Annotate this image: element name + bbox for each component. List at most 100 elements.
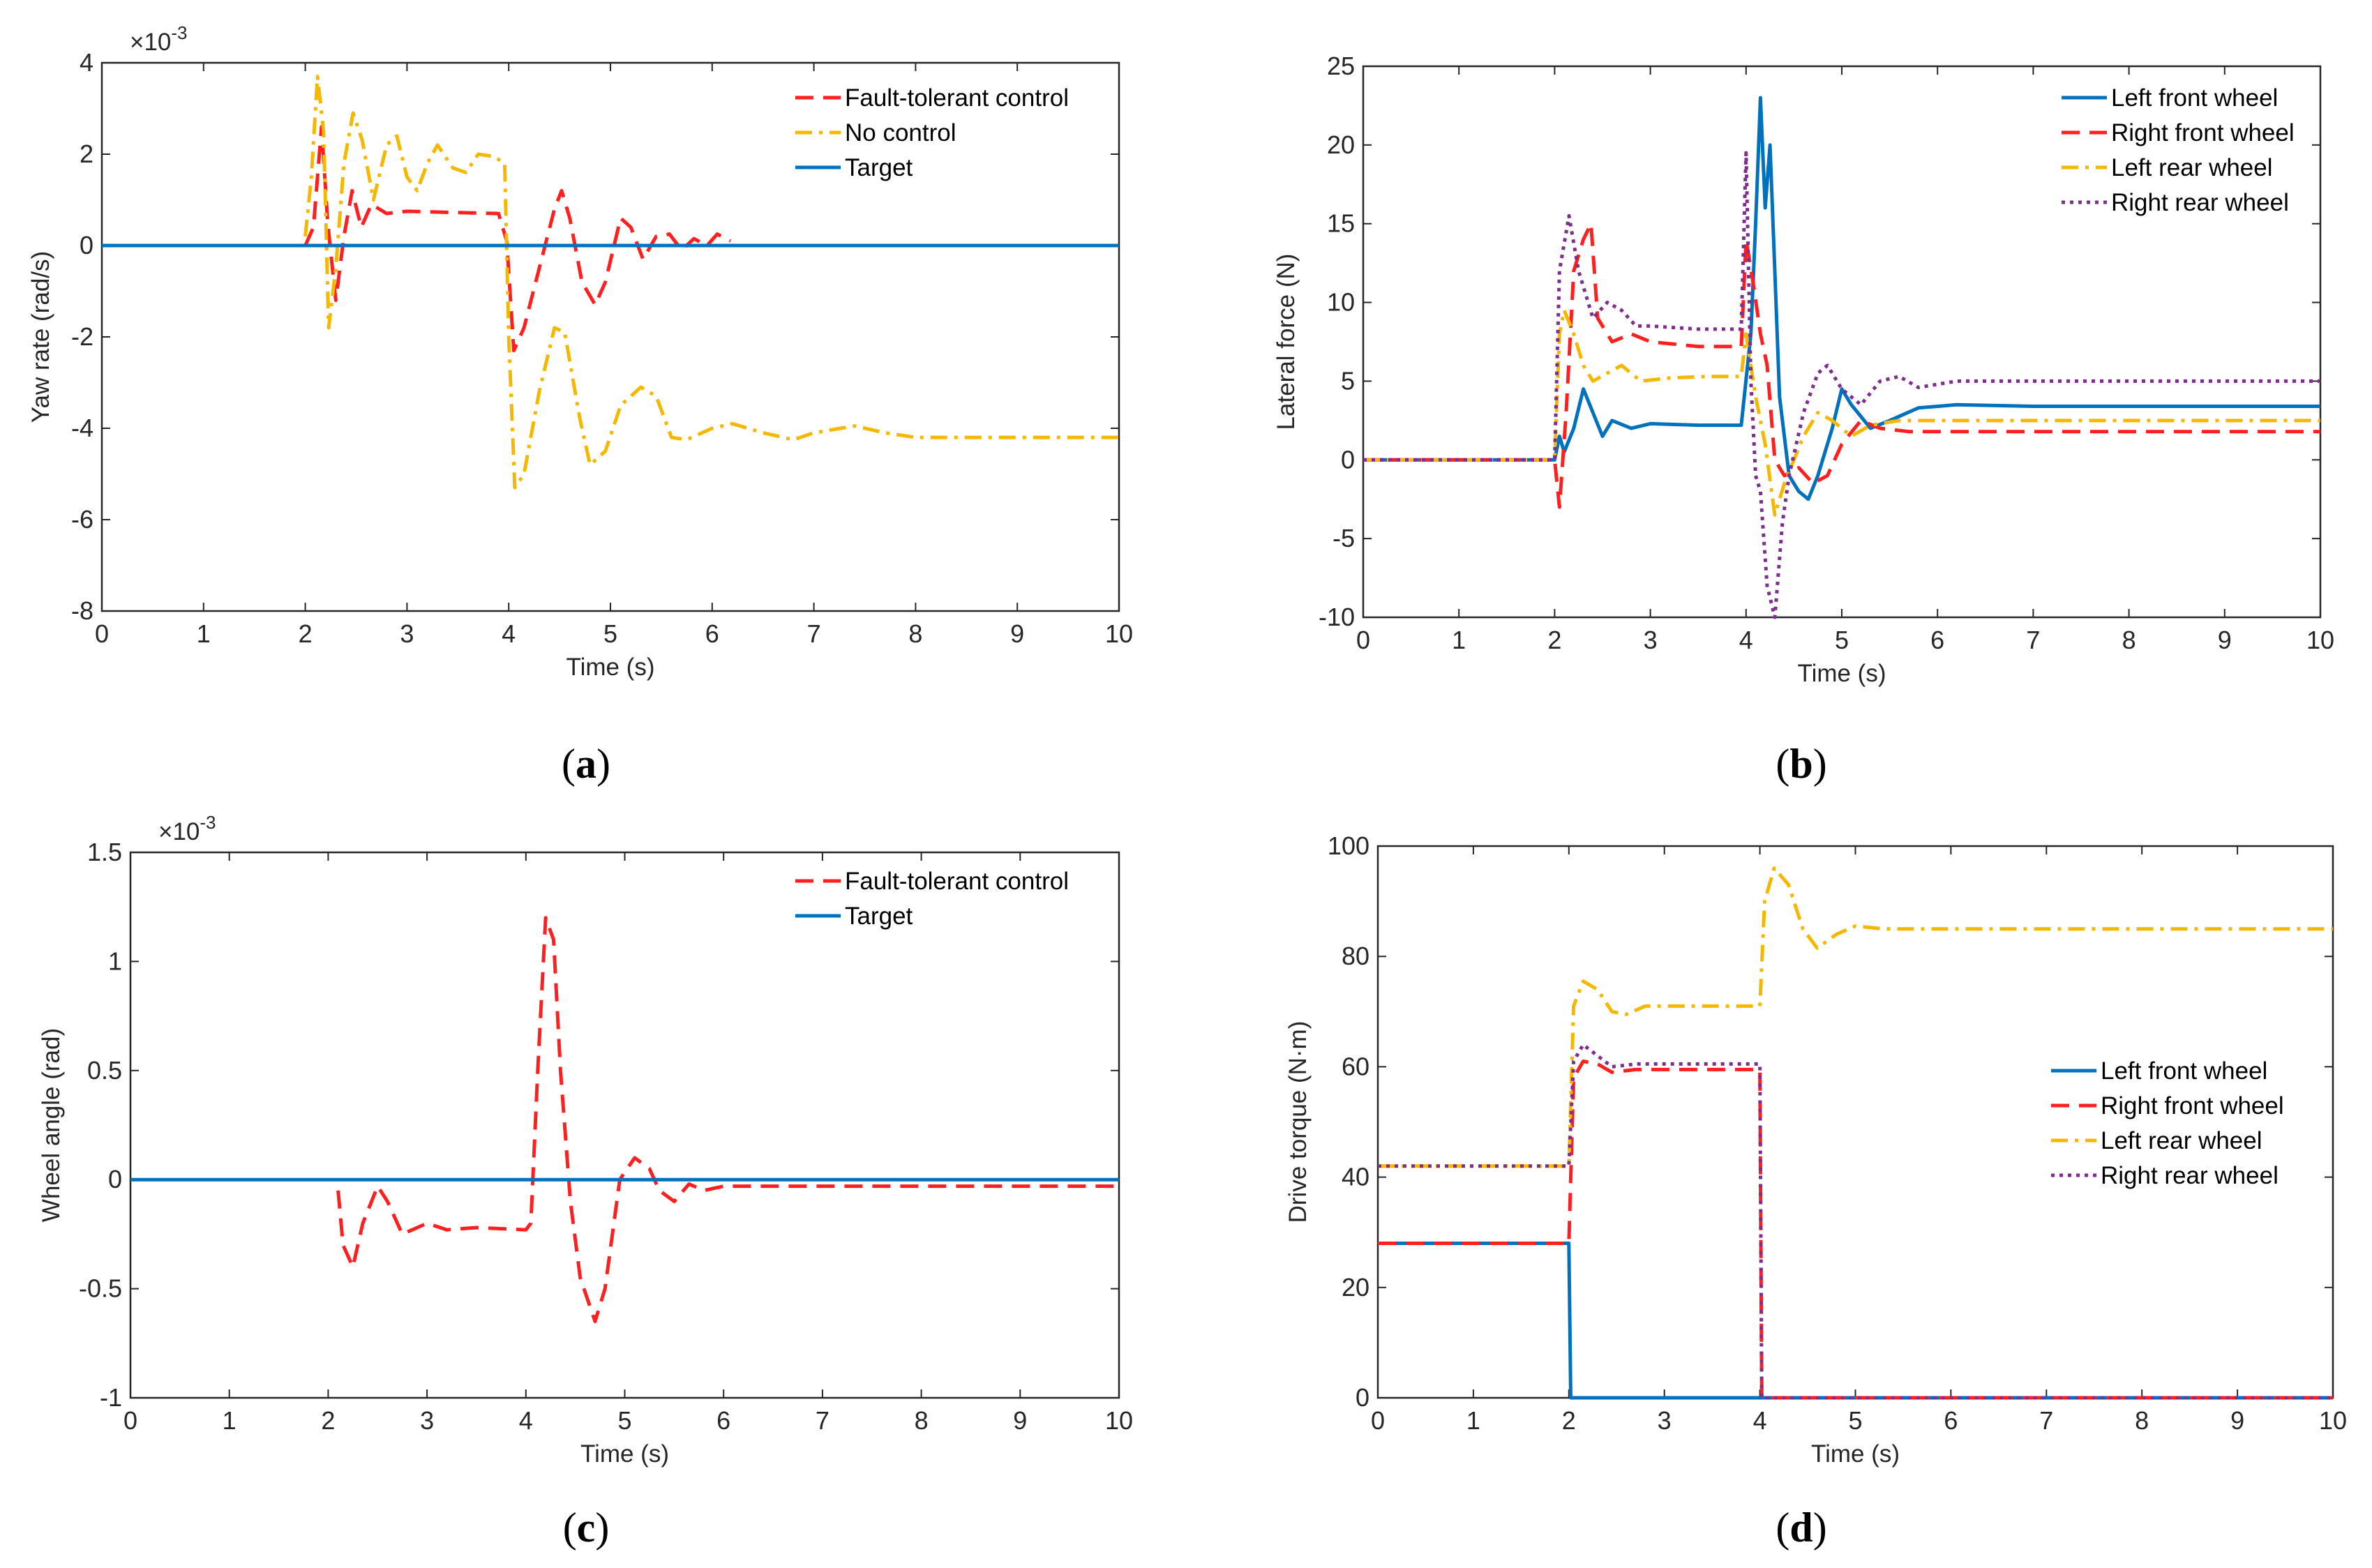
x-tick-label: 8 — [915, 1406, 929, 1435]
y-axis-label: Drive torque (N·m) — [1284, 1021, 1312, 1223]
x-tick-label: 5 — [603, 619, 617, 648]
y-tick-label: 5 — [1341, 366, 1355, 395]
y-tick-label: -4 — [71, 414, 93, 442]
x-tick-label: 0 — [1356, 626, 1370, 654]
x-tick-label: 8 — [2122, 626, 2136, 654]
x-tick-label: 4 — [1753, 1406, 1767, 1435]
panel-caption: (b) — [1776, 741, 1826, 787]
y-tick-label: 10 — [1327, 288, 1355, 317]
y-tick-label: 20 — [1342, 1273, 1369, 1302]
x-tick-label: 8 — [908, 619, 922, 648]
x-tick-label: 3 — [1644, 626, 1658, 654]
x-axis-label: Time (s) — [1811, 1440, 1900, 1468]
y-tick-label: -5 — [1333, 524, 1355, 552]
legend-label: Fault-tolerant control — [845, 868, 1069, 895]
y-tick-label: 20 — [1327, 130, 1355, 159]
x-tick-label: 2 — [299, 619, 313, 648]
x-tick-label: 7 — [2026, 626, 2040, 654]
x-tick-label: 6 — [716, 1406, 730, 1435]
y-tick-label: -6 — [71, 505, 93, 534]
x-tick-label: 10 — [1105, 1406, 1133, 1435]
y-tick-label: 25 — [1327, 52, 1355, 80]
x-tick-label: 9 — [1013, 1406, 1027, 1435]
x-axis-label: Time (s) — [580, 1440, 669, 1468]
x-tick-label: 1 — [1466, 1406, 1480, 1435]
x-tick-label: 6 — [1930, 626, 1944, 654]
panel-caption: (d) — [1776, 1505, 1826, 1551]
legend-label: Left front wheel — [2101, 1057, 2267, 1085]
plot-area — [100, 61, 1120, 612]
chart-a: 0 1 2 3 4 5 6 7 8 9 10 -8 -6 -4 -2 0 2 4 ×10-3 Time (s) Yaw … — [27, 22, 1133, 787]
legend: Left front wheel Right front wheel Left re… — [2051, 1057, 2284, 1189]
x-tick-label: 3 — [400, 619, 414, 648]
x-tick-label: 5 — [617, 1406, 631, 1435]
y-tick-label: 4 — [80, 48, 93, 77]
legend-label: Fault-tolerant control — [845, 84, 1069, 112]
x-tick-label: 2 — [321, 1406, 335, 1435]
x-tick-label: 4 — [1739, 626, 1753, 654]
y-exponent-power: -3 — [171, 22, 187, 43]
legend: Fault-tolerant control Target — [795, 868, 1069, 930]
legend-label: Right front wheel — [2111, 119, 2295, 146]
x-tick-label: 7 — [816, 1406, 830, 1435]
x-tick-label: 7 — [807, 619, 821, 648]
y-tick-label: -2 — [71, 322, 93, 351]
y-tick-label: 80 — [1342, 942, 1369, 970]
series-line-left-rear-wheel — [1378, 866, 2333, 1168]
series-line-right-front-wheel — [1378, 1060, 2333, 1400]
x-tick-label: 7 — [2039, 1406, 2053, 1435]
y-tick-label: 40 — [1342, 1163, 1369, 1191]
series-line-fault-tolerant-control — [336, 916, 1119, 1323]
x-tick-label: 10 — [2306, 626, 2334, 654]
y-axis-label: Wheel angle (rad) — [38, 1028, 65, 1222]
y-axis-label: Yaw rate (rad/s) — [27, 251, 54, 423]
series-line-right-rear-wheel — [1378, 1043, 2333, 1400]
y-tick-label: 0 — [1356, 1383, 1369, 1412]
x-tick-label: 9 — [2218, 626, 2232, 654]
y-tick-label: -1 — [100, 1383, 122, 1412]
y-exponent-power: -3 — [200, 812, 216, 833]
x-tick-label: 3 — [420, 1406, 434, 1435]
y-tick-label: 1.5 — [87, 838, 122, 866]
y-tick-label: 1 — [108, 947, 122, 975]
x-tick-label: 10 — [2319, 1406, 2347, 1435]
x-tick-label: 5 — [1848, 1406, 1862, 1435]
series-line-fault-tolerant-control — [303, 125, 732, 353]
series-line-no-control — [303, 75, 1119, 490]
y-tick-label: -0.5 — [79, 1274, 122, 1303]
x-tick-label: 0 — [1371, 1406, 1385, 1435]
x-tick-label: 3 — [1658, 1406, 1672, 1435]
x-tick-label: 10 — [1105, 619, 1133, 648]
y-exponent-label: ×10-3 — [158, 812, 216, 845]
x-tick-label: 4 — [519, 1406, 533, 1435]
x-tick-label: 0 — [95, 619, 109, 648]
x-tick-label: 9 — [2230, 1406, 2244, 1435]
x-tick-label: 1 — [223, 1406, 237, 1435]
legend-label: Right front wheel — [2101, 1092, 2284, 1120]
legend-label: Target — [845, 903, 913, 930]
panel-caption: (c) — [563, 1505, 610, 1551]
y-tick-label: 0 — [108, 1165, 122, 1193]
series-line-left-front-wheel — [1363, 96, 2320, 502]
x-tick-label: 6 — [1944, 1406, 1958, 1435]
legend-label: Left rear wheel — [2111, 154, 2273, 181]
legend-label: No control — [845, 119, 956, 146]
plot-area — [1362, 65, 2322, 619]
x-tick-label: 1 — [1452, 626, 1466, 654]
legend-label: Right rear wheel — [2101, 1162, 2279, 1189]
legend: Fault-tolerant control No control Target — [795, 84, 1069, 181]
y-tick-label: 100 — [1328, 831, 1369, 860]
x-tick-label: 5 — [1835, 626, 1849, 654]
x-tick-label: 2 — [1562, 1406, 1576, 1435]
x-tick-label: 6 — [705, 619, 719, 648]
chart-c: 0 1 2 3 4 5 6 7 8 9 10 -1 -0.5 0 0.5 1 1.5 ×10-3 Time (s) W… — [38, 812, 1133, 1551]
y-tick-label: 0 — [1341, 445, 1355, 474]
x-tick-label: 9 — [1010, 619, 1024, 648]
y-tick-label: 2 — [80, 140, 93, 168]
x-tick-label: 0 — [123, 1406, 137, 1435]
x-tick-label: 2 — [1547, 626, 1561, 654]
plot-area — [129, 851, 1120, 1399]
legend-label: Right rear wheel — [2111, 189, 2289, 216]
legend-label: Left front wheel — [2111, 84, 2278, 112]
